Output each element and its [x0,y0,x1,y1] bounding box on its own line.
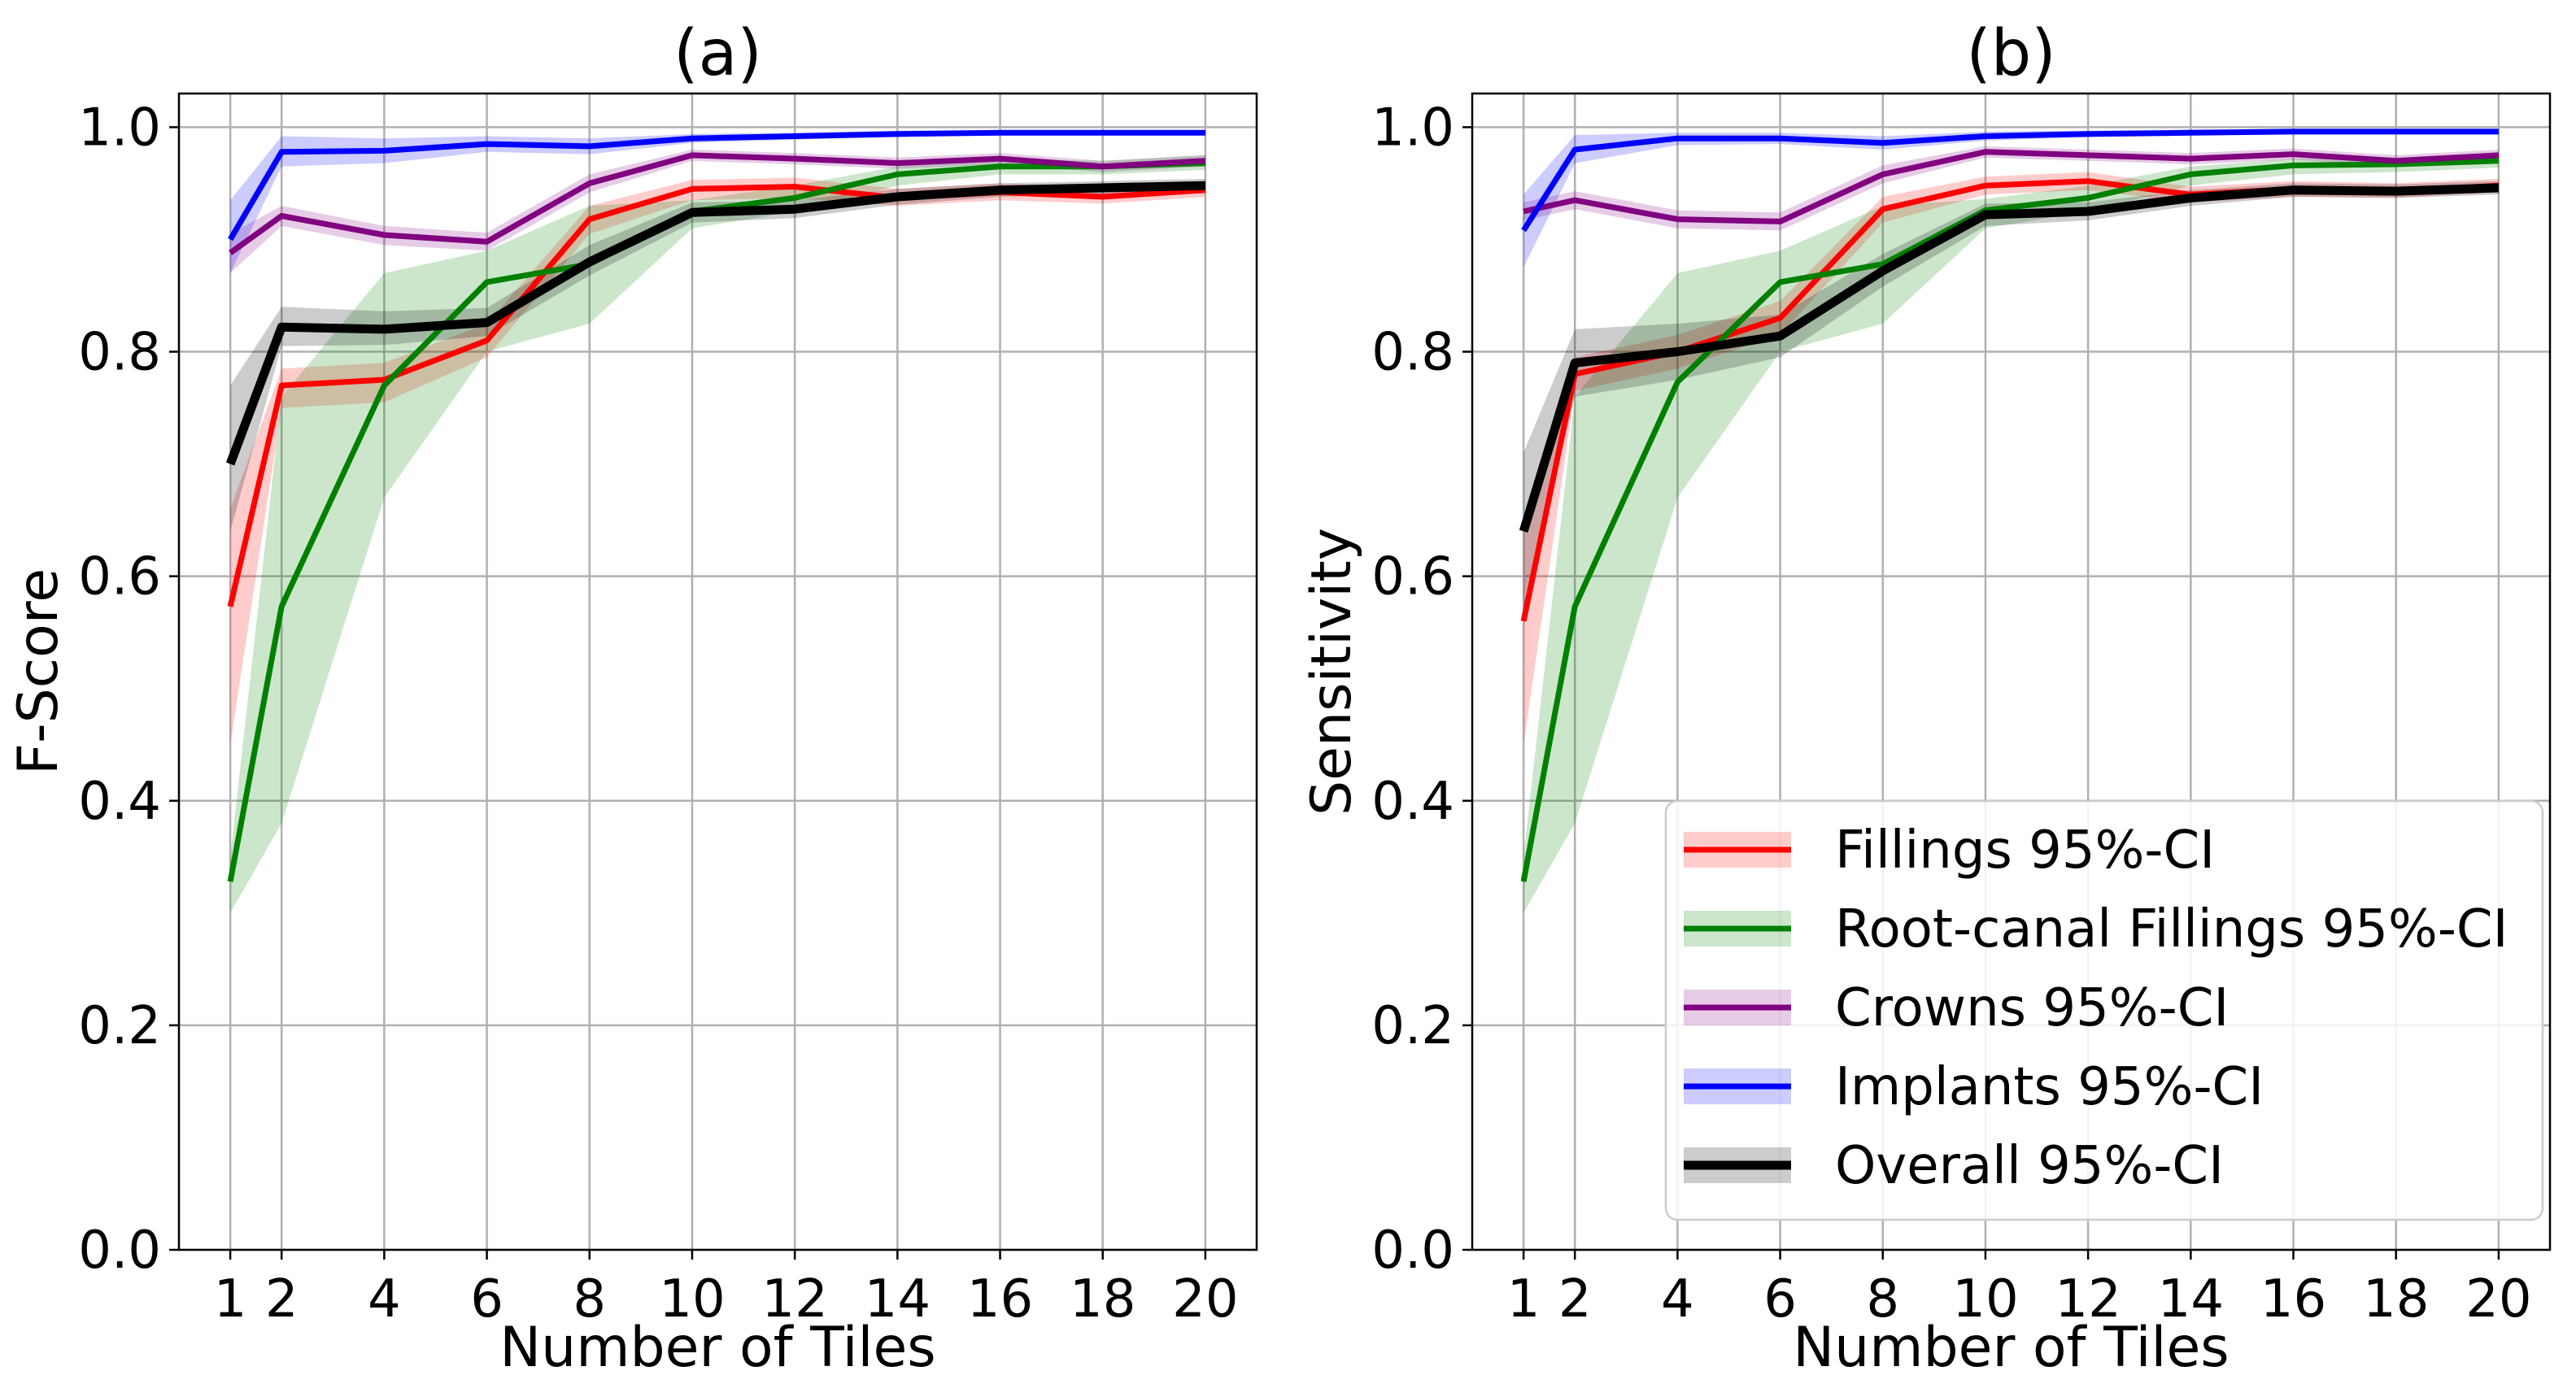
legend-label-overall: Overall 95%-CI [1835,1136,2224,1196]
plot-frame [177,92,1258,1251]
chart-panel-1: 1 2 4 6 8 10 12 14 16 18 20 0.0 0.2 0.4 0.6 0.8 1.0 (b) Nu… [1300,17,2552,1380]
x-tick-label: 20 [2465,1269,2531,1330]
x-tick-label: 20 [1172,1269,1238,1330]
ci-band-implants [230,130,1205,273]
x-axis-label: Number of Tiles [1793,1316,2229,1380]
legend-label-implants: Implants 95%-CI [1835,1057,2264,1117]
legend: Fillings 95%-CI Root-canal Fillings 95%-C… [1664,799,2544,1221]
y-axis-label: F-Score [7,568,71,775]
x-tick-label: 12 [761,1269,827,1330]
y-tick-label: 1.0 [78,98,161,158]
y-tick-label: 0.0 [78,1221,161,1281]
x-tick-label: 10 [1952,1269,2018,1330]
series-line-overall [225,181,1206,466]
x-tick-label: 6 [1763,1269,1797,1330]
x-tick-label: 12 [2055,1269,2121,1330]
series-line-fillings [227,184,1206,607]
plot-frame [1471,92,2552,1251]
legend-box [1664,799,2544,1221]
x-tick-label: 8 [1866,1269,1899,1330]
series-line-implants [228,129,1205,242]
y-tick-label: 0.4 [78,772,161,832]
x-axis-label: Number of Tiles [499,1316,935,1380]
x-tick-label: 18 [2363,1269,2429,1330]
y-tick-label: 0.8 [78,323,161,383]
y-axis-label: Sensitivity [1300,528,1364,816]
x-tick-label: 2 [265,1269,299,1330]
x-tick-label: 14 [2158,1269,2224,1330]
x-tick-label: 18 [1070,1269,1135,1330]
x-tick-label: 1 [1507,1269,1541,1330]
legend-label-root: Root-canal Fillings 95%-CI [1835,899,2508,960]
y-tick-label: 0.6 [78,547,161,607]
x-tick-label: 1 [214,1269,247,1330]
ci-band-root [230,154,1205,913]
x-tick-label: 8 [573,1269,606,1330]
series-line-crowns [229,152,1206,255]
x-tick-label: 14 [865,1269,931,1330]
legend-label-fillings: Fillings 95%-CI [1835,820,2215,881]
x-tick-label: 4 [368,1269,401,1330]
series-line-crowns [1523,149,2500,224]
ci-band-root [1523,154,2499,913]
panel-title: (b) [1966,17,2055,90]
y-tick-label: 0.4 [1371,772,1454,832]
series-line-implants [1521,128,2499,233]
panel-title: (a) [673,17,762,90]
x-tick-label: 16 [967,1269,1033,1330]
y-tick-label: 0.6 [1371,547,1454,607]
series-line-overall [1519,183,2500,533]
ci-band-fillings [1523,172,2499,745]
x-tick-label: 6 [470,1269,503,1330]
x-tick-label: 10 [659,1269,725,1330]
series-line-root [227,160,1206,882]
y-tick-label: 0.2 [78,996,161,1056]
legend-label-crowns: Crowns 95%-CI [1835,978,2229,1038]
y-tick-label: 0.0 [1371,1221,1454,1281]
x-tick-label: 16 [2260,1269,2326,1330]
y-tick-label: 0.8 [1371,323,1454,383]
x-tick-label: 4 [1661,1269,1694,1330]
y-tick-label: 1.0 [1371,98,1454,158]
chart-panel-0: 1 2 4 6 8 10 12 14 16 18 20 0.0 0.2 0.4 0.6 0.8 1.0 (a) Nu… [7,17,1258,1380]
x-tick-label: 2 [1558,1269,1592,1330]
y-tick-label: 0.2 [1371,996,1454,1056]
